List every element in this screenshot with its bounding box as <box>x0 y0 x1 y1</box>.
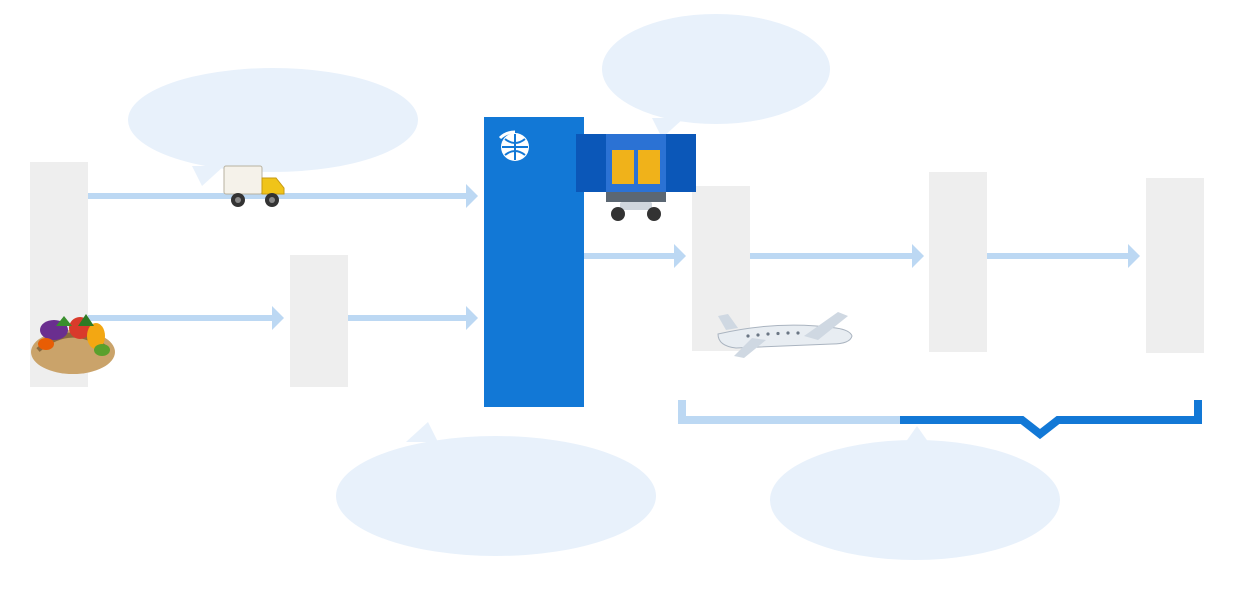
node-market <box>290 255 348 387</box>
flow-arrow <box>348 315 478 321</box>
node-importer <box>1146 178 1204 353</box>
small-truck-icon <box>220 158 290 214</box>
bubble-top_center <box>602 14 830 124</box>
airplane-icon <box>708 286 858 364</box>
globe-icon <box>496 128 534 166</box>
bubble-bottom_right <box>770 440 1060 560</box>
flow-arrow <box>584 253 686 259</box>
bubble-bottom_left <box>336 436 656 556</box>
vegetables-icon <box>18 280 128 380</box>
flow-arrow <box>987 253 1140 259</box>
bubble-top_left <box>128 68 418 172</box>
node-overseas_airport <box>929 172 987 352</box>
flow-arrow <box>750 253 924 259</box>
big-truck-icon <box>576 124 696 224</box>
